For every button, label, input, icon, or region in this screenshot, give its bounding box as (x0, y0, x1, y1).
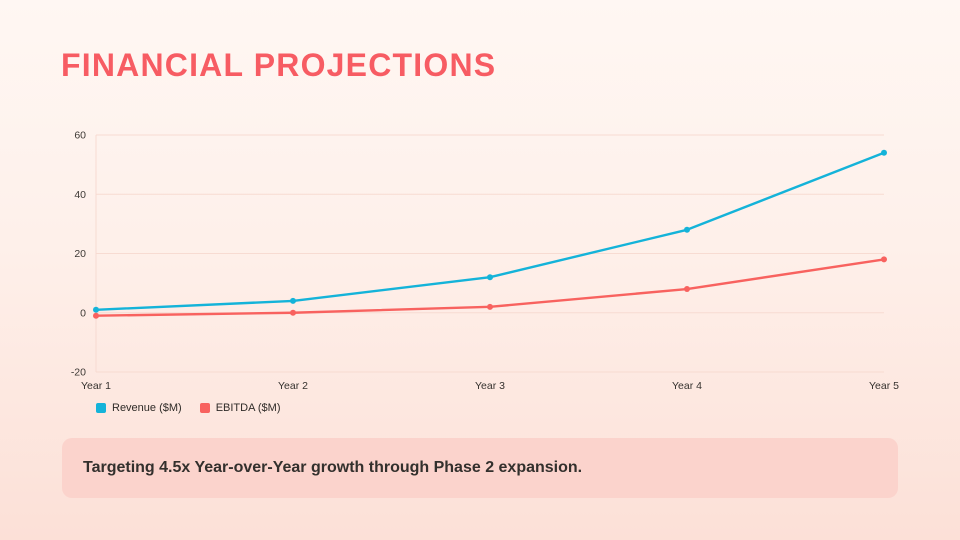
x-tick-label: Year 4 (672, 380, 702, 392)
ebitda-swatch-icon (199, 403, 210, 413)
revenue-point-year-5 (881, 149, 887, 156)
revenue-point-year-4 (684, 226, 690, 233)
revenue-point-year-2 (290, 297, 296, 304)
legend-item-revenue: Revenue ($M) (96, 402, 182, 414)
legend-label-revenue: Revenue ($M) (112, 402, 182, 414)
chart-legend: Revenue ($M) EBITDA ($M) (96, 402, 281, 414)
x-tick-label: Year 2 (278, 380, 308, 392)
projections-chart-svg: -20 0 20 40 60 Year 1 Year 2 Year 3 Year 4 Year 5 (71, 130, 899, 393)
legend-label-ebitda: EBITDA ($M) (215, 402, 281, 414)
x-tick-label: Year 5 (869, 380, 899, 392)
revenue-point-year-3 (487, 274, 493, 281)
y-tick-label: 20 (74, 248, 86, 260)
page-title: FINANCIAL PROJECTIONS (61, 47, 497, 83)
revenue-point-year-1 (93, 306, 99, 313)
x-tick-label: Year 1 (81, 380, 111, 392)
ebitda-point-year-5 (881, 256, 887, 263)
ebitda-point-year-4 (684, 286, 690, 293)
legend-item-ebitda: EBITDA ($M) (199, 402, 281, 414)
y-tick-label: 0 (80, 307, 86, 319)
x-tick-label: Year 3 (475, 380, 505, 392)
callout-text: Targeting 4.5x Year-over-Year growth thr… (83, 459, 583, 476)
y-tick-label: 60 (74, 130, 86, 142)
y-tick-label: 40 (74, 189, 86, 201)
revenue-swatch-icon (96, 403, 106, 413)
ebitda-point-year-2 (290, 309, 296, 316)
callout-box: Targeting 4.5x Year-over-Year growth thr… (62, 438, 898, 498)
ebitda-point-year-1 (93, 312, 99, 319)
revenue-line (94, 151, 886, 311)
ebitda-point-year-3 (487, 303, 493, 310)
y-tick-label: -20 (71, 367, 86, 379)
